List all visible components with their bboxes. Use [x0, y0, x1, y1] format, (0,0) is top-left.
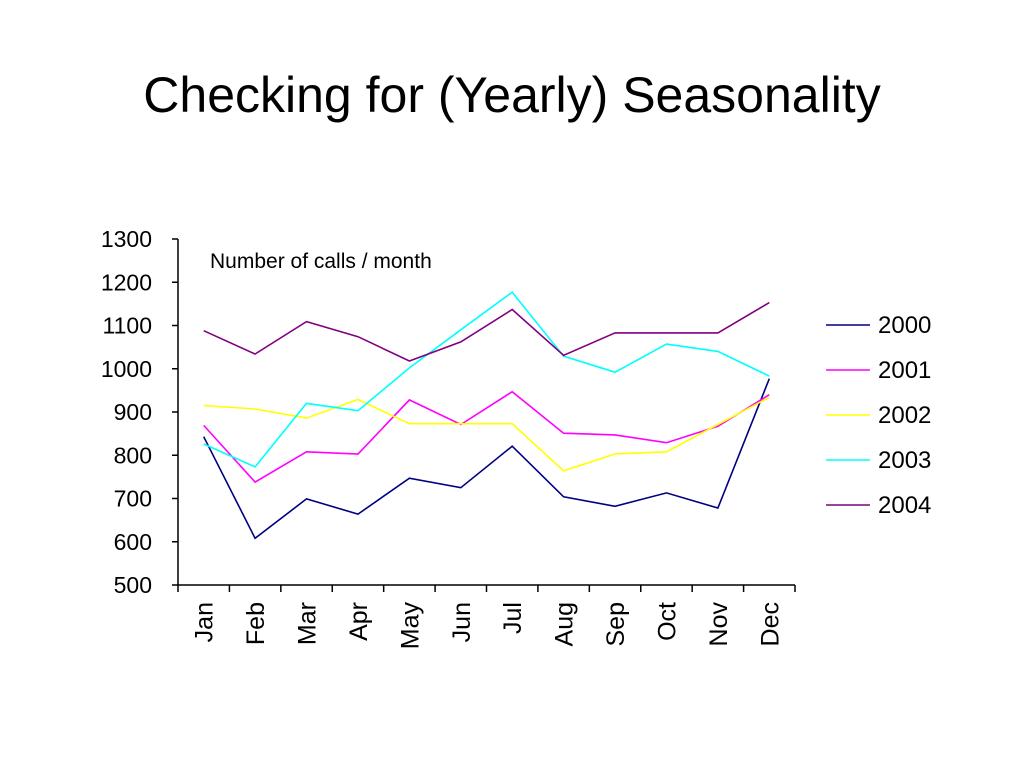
legend-label-2001: 2001 — [878, 357, 931, 384]
chart-series — [202, 291, 771, 540]
slide-title: Checking for (Yearly) Seasonality — [143, 67, 881, 123]
chart-annotation: Number of calls / month — [210, 250, 432, 273]
x-tick-label: Jan — [191, 602, 219, 642]
series-line-2000 — [202, 378, 771, 540]
y-tick-label: 500 — [114, 572, 152, 598]
legend-label-2003: 2003 — [878, 447, 931, 474]
y-tick-label: 900 — [114, 399, 152, 425]
y-tick-label: 800 — [114, 442, 152, 468]
x-tick-label: Dec — [756, 602, 784, 646]
chart-legend: 2000 2001 2002 2003 2004 — [826, 312, 931, 519]
series-line-2001 — [203, 390, 770, 484]
legend-label-2004: 2004 — [878, 492, 931, 519]
x-tick-label: Mar — [294, 602, 322, 645]
series-line-2002 — [203, 396, 770, 472]
x-tick-label: Sep — [602, 602, 630, 646]
x-tick-label: Feb — [242, 602, 270, 645]
y-tick-label: 600 — [114, 529, 152, 555]
y-tick-label: 1100 — [103, 313, 152, 339]
x-tick-label: May — [396, 602, 424, 650]
chart-axes: 500 600 700 800 900 1000 1100 1200 1300 Jan Feb Mar… — [101, 226, 796, 650]
y-tick-label: 1300 — [101, 226, 152, 252]
x-tick-label: Nov — [705, 602, 733, 647]
y-tick-label: 1000 — [101, 356, 152, 382]
series-line-2003 — [203, 291, 770, 468]
x-tick-label: Oct — [653, 602, 681, 641]
series-line-2004 — [203, 301, 770, 362]
x-tick-label: Aug — [551, 602, 579, 646]
legend-label-2000: 2000 — [878, 312, 931, 339]
legend-label-2002: 2002 — [878, 402, 931, 429]
y-tick-label: 700 — [114, 486, 152, 512]
x-tick-label: Apr — [345, 602, 373, 641]
x-tick-label: Jul — [499, 602, 527, 634]
y-tick-label: 1200 — [101, 269, 152, 295]
x-tick-label: Jun — [448, 602, 476, 642]
